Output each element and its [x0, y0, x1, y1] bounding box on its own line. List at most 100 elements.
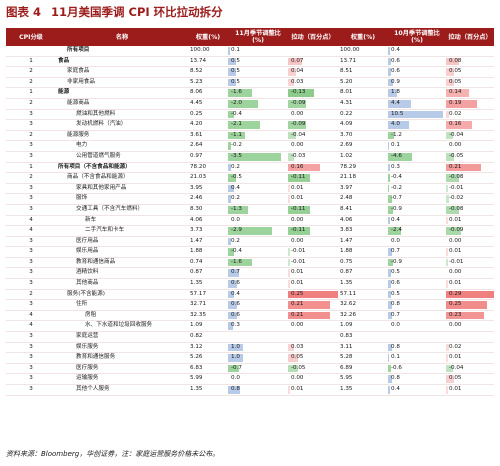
cell-sa-nov: 0.2 [228, 162, 288, 174]
cell-level: 3 [6, 119, 56, 131]
cell-sa-oct: 0.7 [388, 310, 446, 322]
cell-weight-oct: 1.02 [338, 151, 388, 163]
cell-weight-oct: 8.41 [338, 204, 388, 216]
cell-pull-nov-bar [288, 364, 298, 373]
cell-pull-nov-value: -0.13 [291, 89, 306, 96]
cell-sa-nov: -1.6 [228, 257, 288, 269]
cell-sa-oct-value [390, 333, 391, 339]
cell-pull-nov-value: 0.00 [291, 110, 304, 117]
cell-sa-oct-value: 0.6 [391, 57, 400, 64]
table-row: 3 交通工具（不含汽车燃料） 8.30 -1.3 -0.11 8.41 -0.9 -0.08 [6, 204, 494, 216]
cell-weight-nov: 1.35 [188, 278, 228, 290]
cell-pull-oct-bar [446, 184, 448, 193]
cell-sa-oct: -0.2 [388, 183, 446, 195]
cell-pull-oct: 0.29 [446, 289, 494, 301]
cell-sa-oct-value: 0.6 [391, 68, 400, 75]
cell-weight-oct: 57.11 [338, 289, 388, 301]
cell-sa-oct: 10.5 [388, 109, 446, 121]
cell-weight-nov: 2.46 [188, 193, 228, 205]
table-row: 3 教育和通信服务 5.26 1.0 0.05 5.28 0.1 0.01 [6, 352, 494, 364]
cell-pull-oct: -0.01 [446, 257, 494, 269]
cell-sa-oct-value: -0.7 [391, 195, 402, 202]
cell-sa-oct-bar [388, 174, 391, 182]
cell-sa-oct-value: -1.2 [391, 131, 402, 138]
cell-pull-nov-bar [288, 57, 302, 66]
cell-weight-nov: 1.47 [188, 236, 228, 248]
cell-sa-oct-bar [388, 216, 391, 225]
cell-sa-oct-bar [388, 121, 410, 129]
cell-pull-nov: 0.00 [288, 320, 338, 333]
table-row: 2 能源商品 4.45 -2.0 -0.09 4.31 4.4 0.19 [6, 98, 494, 110]
cell-sa-nov [228, 331, 288, 343]
table-row: 3 燃油和其他燃料 0.25 -0.4 0.00 0.22 10.5 0.02 [6, 109, 494, 121]
cell-pull-oct: -0.09 [446, 225, 494, 237]
cell-weight-nov: 100.00 [188, 46, 228, 57]
cell-pull-oct-bar [446, 110, 450, 119]
cell-pull-oct: -0.08 [446, 172, 494, 184]
cell-weight-oct: 78.29 [338, 162, 388, 174]
cell-pull-oct [446, 331, 494, 343]
table-row: 3 其他商品 1.35 0.6 0.01 1.35 0.6 0.01 [6, 278, 494, 290]
cell-level: 3 [6, 299, 56, 311]
cell-pull-oct-value: 0.01 [449, 248, 462, 255]
cell-weight-nov: 32.35 [188, 310, 228, 322]
cell-weight-oct: 1.35 [338, 278, 388, 290]
cell-pull-oct: 0.01 [446, 384, 494, 396]
cell-sa-oct: 4.4 [388, 98, 446, 110]
cell-name: 娱乐用品 [56, 246, 188, 258]
cell-sa-nov-value: 1.0 [231, 354, 240, 361]
cell-pull-nov-bar [288, 131, 296, 140]
table-header: CPI分级 名称 权重(%) 11月季节调整比(%) 拉动（百分点） 权重(%)… [6, 28, 494, 46]
table-row: 3 酒精饮料 0.87 0.7 0.01 0.87 0.5 0.00 [6, 267, 494, 280]
cell-sa-nov-value: -3.5 [231, 152, 242, 159]
cell-sa-oct-bar [388, 184, 390, 193]
cell-weight-nov: 4.45 [188, 98, 228, 110]
cell-pull-oct: -0.02 [446, 193, 494, 205]
cell-sa-oct-bar [388, 386, 391, 394]
cell-name: 能源服务 [56, 130, 188, 142]
cell-sa-oct-bar [388, 269, 391, 278]
cell-name: 发动机燃料（汽油） [56, 119, 188, 131]
cell-weight-nov: 8.06 [188, 87, 228, 99]
col-header-pull-nov: 拉动（百分点） [288, 28, 338, 46]
cell-sa-nov: -2.9 [228, 225, 288, 237]
cell-sa-nov: 0.2 [228, 236, 288, 248]
col-header-weight-oct: 权重(%) [338, 28, 388, 46]
cell-sa-nov: 0.7 [228, 267, 288, 280]
cell-pull-oct-value: -0.09 [449, 227, 464, 234]
figure-label: 图表 4 [6, 5, 42, 19]
cell-weight-nov: 8.30 [188, 204, 228, 216]
cell-pull-nov-value: 0.25 [291, 290, 304, 297]
cell-weight-oct: 32.62 [338, 299, 388, 311]
cell-pull-oct-value: 0.23 [449, 311, 462, 318]
cell-name: 教育和通信服务 [56, 352, 188, 364]
cell-pull-oct-value: 0.02 [449, 110, 462, 117]
cell-sa-nov-value: -1.6 [231, 258, 242, 265]
cell-name: 教育和通信商品 [56, 257, 188, 269]
cell-pull-oct: 0.21 [446, 162, 494, 174]
cell-pull-nov: 0.01 [288, 278, 338, 290]
cell-sa-nov-value: 0.0 [231, 375, 240, 382]
cell-sa-oct-value: -0.2 [391, 184, 402, 191]
cell-pull-oct: 0.05 [446, 66, 494, 78]
cell-sa-nov-bar [228, 248, 234, 256]
cell-pull-nov-bar [288, 248, 290, 256]
cell-sa-oct-value: -4.6 [391, 152, 402, 159]
cpi-table: CPI分级 名称 权重(%) 11月季节调整比(%) 拉动（百分点） 权重(%)… [6, 28, 494, 396]
cell-sa-nov: 0.0 [228, 373, 288, 385]
cell-level: 1 [6, 56, 56, 68]
cell-pull-oct-value [448, 333, 449, 339]
cell-sa-nov-value: 0.4 [231, 184, 240, 191]
cell-pull-nov-value: -0.01 [291, 258, 306, 265]
cell-sa-oct: 0.8 [388, 299, 446, 311]
cell-level: 3 [6, 246, 56, 258]
cell-sa-nov: -3.5 [228, 151, 288, 163]
cell-sa-nov-value: 0.1 [231, 47, 240, 53]
cell-weight-nov: 0.87 [188, 267, 228, 280]
cell-name: 新车 [56, 215, 188, 227]
cell-level: 3 [6, 183, 56, 195]
cell-pull-oct-bar [446, 386, 448, 394]
cell-sa-oct-bar [388, 89, 398, 97]
cell-pull-nov: 0.03 [288, 342, 338, 354]
cell-level: 2 [6, 172, 56, 184]
